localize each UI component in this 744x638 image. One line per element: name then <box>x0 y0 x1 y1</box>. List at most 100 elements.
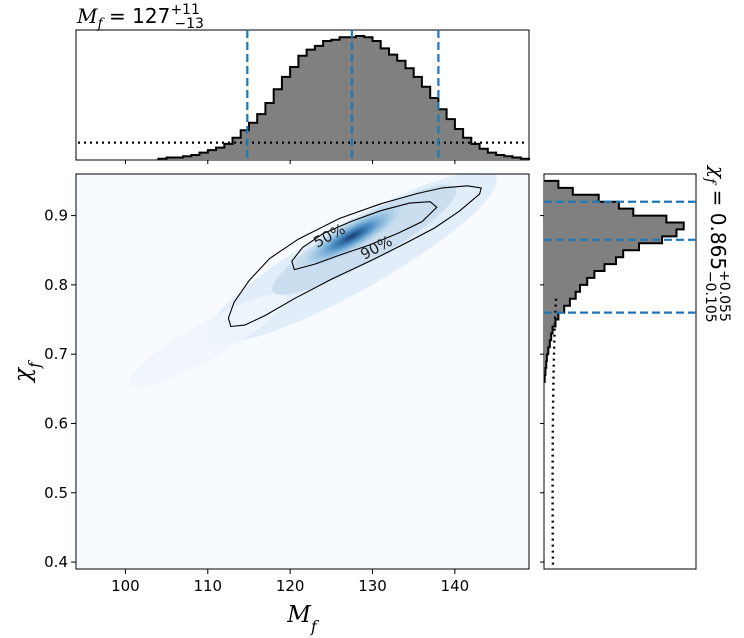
top-hist-bar <box>298 55 307 161</box>
top-hist-bar <box>331 39 340 160</box>
right-hist-bar <box>544 361 547 369</box>
right-marginal-panel: χf = 0.865+0.055−0.105 <box>540 164 732 570</box>
top-hist-bar <box>496 155 505 160</box>
right-hist-bar <box>544 298 570 306</box>
top-hist-bar <box>290 67 299 160</box>
top-marginal-annotation: Mf = 127+11 −13 <box>76 2 204 32</box>
y-axis-ticks: 0.4 0.5 0.6 0.7 0.8 0.9 <box>44 207 76 571</box>
contour-90-line <box>227 185 482 328</box>
top-hist-bar <box>479 148 489 160</box>
y-tick-label: 0.6 <box>44 414 68 432</box>
right-hist-bar <box>544 291 576 300</box>
right-marginal-annotation: χf = 0.865+0.055−0.105 <box>702 164 732 323</box>
top-marginal-panel: Mf = 127+11 −13 <box>75 2 530 164</box>
top-hist-outline <box>157 35 530 160</box>
top-hist-bar <box>248 122 258 160</box>
top-hist-bar <box>372 40 382 160</box>
right-hist-bar <box>544 201 619 209</box>
right-hist-bar <box>544 229 677 237</box>
y-tick-label: 0.4 <box>44 553 68 571</box>
x-tick-label: 130 <box>358 577 387 595</box>
x-axis-ticks: 100 110 120 130 140 <box>111 569 469 595</box>
x-tick-label: 120 <box>276 577 305 595</box>
y-tick-label: 0.5 <box>44 484 68 502</box>
right-prior-line <box>551 298 558 570</box>
x-tick-label: 110 <box>193 577 222 595</box>
right-hist-bar <box>544 354 547 362</box>
right-hist-bar <box>544 187 573 196</box>
top-hist-bar <box>306 49 316 160</box>
top-hist-bar <box>281 76 291 160</box>
top-hist-bar <box>364 37 373 160</box>
y-axis-title: χf <box>10 359 44 384</box>
right-hist-bar <box>544 340 550 348</box>
right-hist-bar <box>544 326 553 334</box>
top-hist-bar <box>421 86 431 160</box>
right-marginal-histogram <box>540 179 696 570</box>
top-hist-bar <box>512 157 522 160</box>
top-hist-bar <box>257 114 266 160</box>
top-hist-bar <box>191 155 200 160</box>
top-hist-bar <box>207 150 217 160</box>
top-hist-bar <box>487 152 497 160</box>
right-hist-bar <box>544 194 599 203</box>
joint-density <box>128 174 497 388</box>
contour-50-line <box>291 201 438 271</box>
right-hist-bar <box>544 243 640 251</box>
joint-panel: 50% 90% 100 110 120 130 140 0.40.50.60.70.80… <box>10 173 530 636</box>
right-hist-bar <box>544 264 605 272</box>
top-hist-bar <box>454 129 464 160</box>
right-hist-bar <box>544 319 556 327</box>
top-hist-bar <box>356 36 365 160</box>
right-hist-bar <box>544 333 552 341</box>
joint-frame <box>75 173 530 570</box>
top-hist-bar <box>471 143 480 160</box>
top-hist-bar <box>405 68 414 160</box>
top-hist-bar <box>339 37 349 160</box>
top-hist-bar <box>232 137 242 160</box>
top-marginal-histogram <box>78 30 530 164</box>
top-hist-bar <box>463 137 472 160</box>
right-hist-bar <box>544 347 549 355</box>
top-hist-bar <box>216 147 225 160</box>
right-hist-outline <box>543 179 685 383</box>
y-tick-label: 0.8 <box>44 276 68 294</box>
density-tail <box>128 293 287 388</box>
top-hist-bar <box>174 157 184 160</box>
top-hist-bar <box>240 130 250 160</box>
right-hist-bar <box>544 257 616 265</box>
top-hist-bar <box>166 157 176 160</box>
top-hist-bar <box>347 37 357 160</box>
right-hist-bar <box>544 271 595 279</box>
top-hist-bar <box>199 152 209 160</box>
top-hist-bar <box>314 45 324 160</box>
x-axis-title: Mf <box>286 602 320 636</box>
y-tick-label: 0.7 <box>44 345 68 363</box>
top-hist-bar <box>183 156 192 160</box>
top-hist-bar <box>224 143 233 160</box>
right-hist-bar <box>544 250 624 258</box>
density-heatmap <box>128 174 497 388</box>
right-hist-bar <box>544 215 667 223</box>
top-hist-bar <box>413 76 423 160</box>
right-hist-bar <box>544 222 684 230</box>
y-tick-label: 0.9 <box>44 207 68 225</box>
top-hist-bar <box>504 156 513 160</box>
top-hist-bar <box>265 102 274 160</box>
density-core <box>297 203 407 270</box>
right-hist-bar <box>544 277 588 286</box>
right-hist-bar <box>544 312 559 320</box>
right-hist-bar <box>544 180 559 189</box>
top-hist-bar <box>388 54 398 160</box>
right-hist-bar <box>544 208 634 216</box>
x-tick-label: 100 <box>111 577 140 595</box>
right-hist-bar <box>544 284 580 293</box>
right-hist-bar <box>544 305 565 313</box>
top-hist-bar <box>380 48 390 160</box>
top-hist-bar <box>438 109 447 160</box>
top-hist-bar <box>273 89 283 160</box>
right-hist-bar <box>544 236 663 244</box>
top-hist-bar <box>446 119 456 160</box>
top-hist-bar <box>323 40 332 160</box>
